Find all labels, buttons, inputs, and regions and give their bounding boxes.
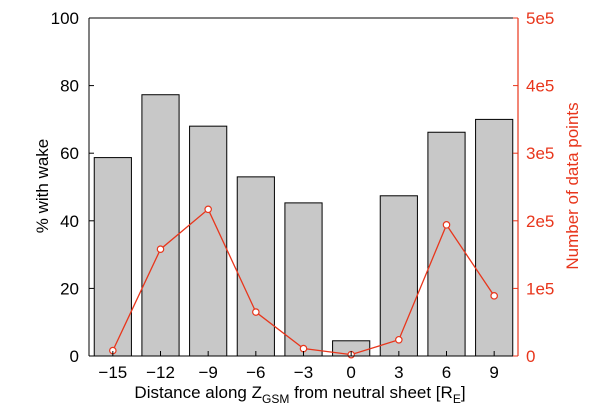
x-axis-label-middle: from neutral sheet [R bbox=[289, 383, 452, 402]
x-axis-label-subscript2: E bbox=[453, 392, 461, 406]
left-y-ticks: 0 20 40 60 80 100 bbox=[51, 9, 94, 366]
y-axis-label-right: Number of data points bbox=[563, 102, 582, 269]
right-tick-label-5: 5e5 bbox=[526, 9, 554, 28]
right-y-ticks: 0 1e5 2e5 3e5 4e5 5e5 bbox=[513, 9, 554, 366]
bars-group bbox=[93, 94, 514, 357]
bar-8 bbox=[475, 118, 514, 357]
x-axis-label-prefix: Distance along Z bbox=[134, 383, 262, 402]
count-point-7 bbox=[442, 221, 451, 229]
bar-6 bbox=[379, 195, 418, 357]
right-tick-label-3: 3e5 bbox=[526, 144, 554, 163]
count-line-group bbox=[109, 205, 498, 359]
right-tick-label-1: 1e5 bbox=[526, 279, 554, 298]
bar-4 bbox=[284, 202, 323, 357]
count-point-1 bbox=[156, 245, 165, 253]
right-tick-label-4: 4e5 bbox=[526, 77, 554, 96]
x-ticks: −15 −12 −9 −6 −3 0 3 6 9 bbox=[98, 351, 499, 382]
x-tick-label-5: 0 bbox=[346, 363, 355, 382]
count-point-4 bbox=[299, 344, 308, 353]
left-tick-label-0: 0 bbox=[70, 347, 79, 366]
left-tick-label-3: 60 bbox=[60, 144, 79, 163]
left-tick-label-5: 100 bbox=[51, 9, 79, 28]
bar-3 bbox=[236, 176, 275, 357]
x-axis-label-suffix: ] bbox=[461, 383, 466, 402]
left-tick-label-2: 40 bbox=[60, 212, 79, 231]
x-axis-label: Distance along ZGSM from neutral sheet [… bbox=[134, 383, 465, 406]
right-tick-label-0: 0 bbox=[526, 347, 535, 366]
bar-0 bbox=[93, 157, 132, 357]
x-tick-label-4: −3 bbox=[294, 363, 313, 382]
x-tick-label-1: −12 bbox=[146, 363, 175, 382]
x-tick-label-8: 9 bbox=[489, 363, 498, 382]
count-point-6 bbox=[395, 335, 403, 344]
y-axis-label: % with wake bbox=[33, 139, 52, 233]
right-tick-label-2: 2e5 bbox=[526, 212, 554, 231]
count-point-2 bbox=[204, 205, 212, 214]
left-tick-label-4: 80 bbox=[60, 77, 79, 96]
x-tick-label-3: −6 bbox=[246, 363, 265, 382]
x-axis-label-subscript: GSM bbox=[262, 392, 289, 406]
x-tick-label-6: 3 bbox=[394, 363, 403, 382]
bar-1 bbox=[141, 94, 180, 357]
x-tick-label-2: −9 bbox=[198, 363, 217, 382]
bar-2 bbox=[189, 125, 228, 357]
x-tick-label-7: 6 bbox=[442, 363, 451, 382]
count-point-3 bbox=[252, 308, 260, 316]
x-tick-label-0: −15 bbox=[98, 363, 127, 382]
count-point-8 bbox=[490, 292, 498, 300]
left-tick-label-1: 20 bbox=[60, 279, 79, 298]
